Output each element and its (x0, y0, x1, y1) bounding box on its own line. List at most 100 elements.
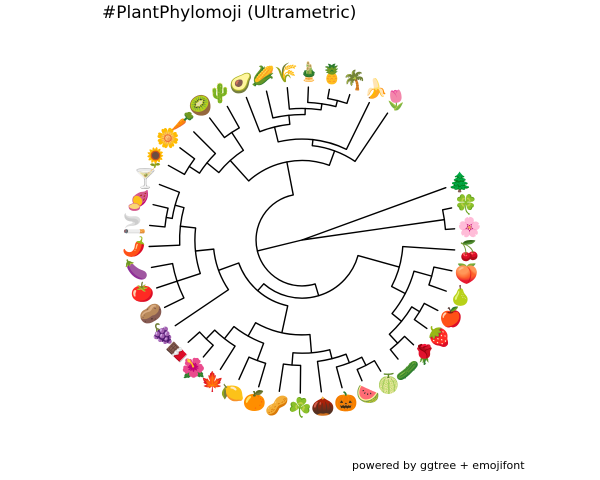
branch-segment (403, 335, 415, 346)
tip-blossom-icon: 🌼 (156, 127, 180, 150)
branch-segment (265, 90, 274, 119)
branch-segment (230, 131, 245, 152)
branch-segment (247, 322, 257, 337)
clade-arc (277, 138, 347, 150)
clade-arc (356, 360, 375, 371)
branch-segment (402, 245, 456, 251)
tip-chestnut-icon: 🌰 (311, 396, 335, 418)
branch-segment (176, 272, 201, 282)
branch-segment (286, 87, 291, 110)
branch-segment (314, 283, 320, 297)
clade-arc (194, 227, 201, 274)
branch-segment (158, 183, 181, 193)
tip-strawberry-icon: 🍓 (427, 325, 451, 348)
branch-segment (187, 331, 201, 343)
branch-segment (163, 297, 185, 309)
tip-ear-of-corn-icon: 🌽 (251, 65, 275, 88)
tip-kiwi-fruit-icon: 🥝 (189, 93, 213, 117)
clade-arc (198, 152, 216, 174)
branch-segment (301, 218, 446, 241)
branch-segment (217, 262, 240, 272)
branch-segment (320, 103, 323, 111)
branch-segment (327, 88, 331, 100)
branch-segment (316, 360, 323, 393)
branch-segment (428, 284, 447, 292)
clade-arc (248, 356, 266, 364)
branch-segment (208, 117, 226, 139)
branch-segment (309, 333, 313, 354)
clade-arc (214, 329, 236, 347)
tip-ear-of-rice-icon: 🌾 (274, 62, 298, 84)
branch-segment (155, 280, 178, 289)
caption: powered by ggtree + emojifont (352, 459, 525, 472)
tree-branches (148, 86, 456, 394)
tip-jack-o-lantern-icon: 🎃 (334, 390, 358, 413)
clade-arc (391, 271, 415, 315)
tip-avocado-icon: 🥑 (229, 70, 253, 94)
tip-cherry-blossom-icon: 🌸 (458, 216, 482, 239)
tip-maple-leaf-icon: 🍁 (201, 370, 225, 393)
branch-segment (441, 207, 453, 211)
branch-segment (256, 239, 303, 252)
branch-segment (423, 302, 439, 312)
page-title: #PlantPhylomoji (Ultrametric) (102, 3, 357, 23)
clade-arc (213, 249, 230, 291)
branch-segment (257, 283, 265, 292)
branch-segment (278, 363, 285, 392)
tip-sweet-potato-icon: 🍠 (127, 189, 151, 212)
branch-segment (174, 288, 230, 327)
tip-red-apple-icon: 🍎 (439, 305, 463, 328)
branch-segment (444, 228, 456, 231)
tip-pear-icon: 🍐 (449, 284, 473, 307)
tip-four-leaf-clover-icon: 🍀 (454, 193, 478, 216)
branch-segment (223, 325, 235, 340)
clade-arc (255, 322, 310, 336)
tip-bamboo-icon: 🎍 (297, 60, 321, 83)
branch-segment (329, 349, 333, 360)
branch-segment (258, 362, 267, 388)
clade-arc (224, 127, 240, 139)
branch-segment (361, 356, 367, 367)
branch-segment (328, 150, 336, 166)
branch-segment (291, 352, 294, 366)
tip-grapes-icon: 🍇 (151, 322, 175, 345)
branch-segment (152, 203, 169, 209)
tip-hot-pepper-icon: 🌶️ (122, 235, 146, 258)
tip-peanuts-icon: 🥜 (265, 393, 289, 417)
tip-evergreen-tree-icon: 🌲 (448, 171, 472, 194)
branch-segment (345, 101, 370, 151)
branch-segment (202, 344, 214, 358)
tip-cucumber-icon: 🥒 (396, 360, 420, 382)
tip-potato-icon: 🥔 (139, 302, 163, 325)
tip-hibiscus-icon: 🌺 (182, 356, 206, 379)
branch-segment (356, 368, 363, 382)
clade-arc (312, 145, 356, 162)
tip-cocktail-glass-icon: 🍸 (134, 167, 158, 190)
clade-arc (238, 262, 288, 307)
branch-segment (335, 99, 339, 108)
tip-cactus-icon: 🌵 (208, 81, 232, 104)
branch-segment (389, 348, 399, 360)
branch-segment (307, 86, 310, 104)
branch-segment (411, 306, 421, 313)
branch-segment (194, 248, 215, 252)
branch-segment (226, 105, 240, 129)
branch-segment (413, 318, 428, 330)
branch-segment (174, 204, 185, 209)
tip-emojis: 🌲🍀🌸🍒🍑🍐🍎🍓🌹🥒🍈🍉🎃🌰☘️🥜🍊🍋🍁🌺🍫🍇🥔🍅🍆🌶️🚬🍠🍸🌻🌼🥕🥝🌵🥑🌽 🌾 🎍… (122, 60, 481, 419)
branch-segment (193, 131, 217, 155)
branch-segment (205, 329, 216, 340)
branch-segment (301, 186, 447, 241)
branch-segment (391, 312, 403, 323)
branch-segment (188, 165, 201, 174)
tip-lemon-icon: 🍋 (221, 382, 245, 404)
tip-shamrock-icon: ☘️ (288, 396, 312, 419)
branch-segment (357, 254, 400, 268)
branch-segment (148, 244, 181, 248)
tip-eggplant-icon: 🍆 (125, 258, 149, 281)
branch-segment (206, 162, 220, 174)
tip-peach-icon: 🍑 (455, 262, 479, 285)
branch-segment (354, 112, 389, 163)
tip-carrot-icon: 🥕 (171, 110, 195, 132)
